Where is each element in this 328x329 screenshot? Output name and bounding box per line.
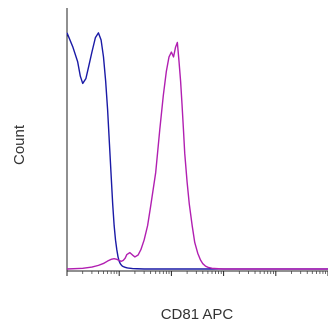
histogram-series-1 xyxy=(66,32,328,270)
x-axis-ticks xyxy=(66,271,328,276)
x-axis-label: CD81 APC xyxy=(161,306,234,323)
y-axis-label: Count xyxy=(11,124,28,165)
series-layer xyxy=(66,32,328,270)
histogram-series-2 xyxy=(66,41,328,270)
plot-area xyxy=(66,8,328,276)
